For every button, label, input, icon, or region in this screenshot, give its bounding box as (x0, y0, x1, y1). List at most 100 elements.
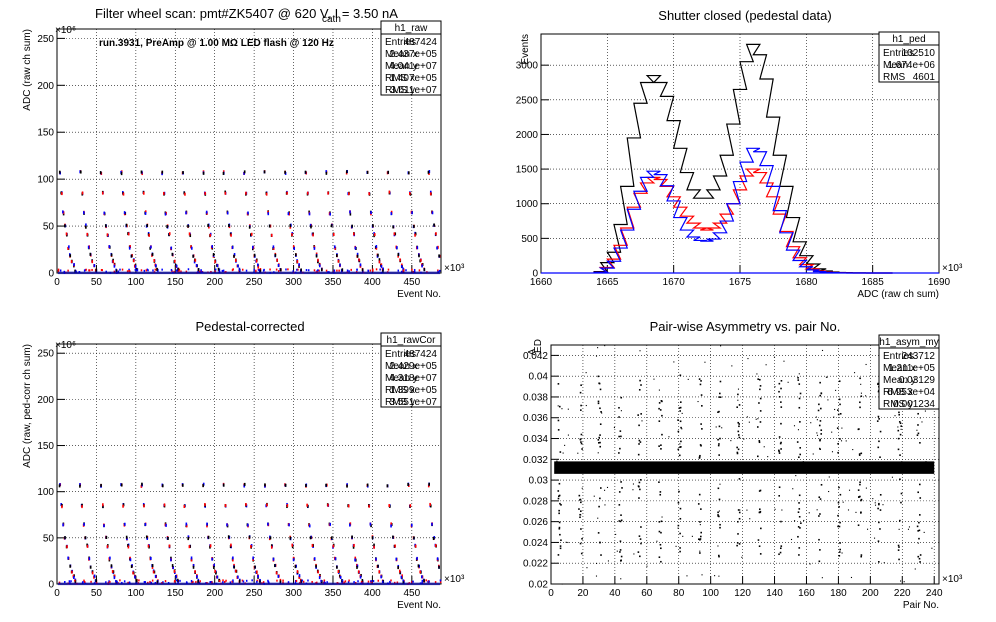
scatter-point (232, 556, 234, 560)
scatter-point (74, 579, 76, 582)
scatter-point (431, 211, 434, 215)
scatter-point (264, 483, 266, 487)
stats-value: 4.318e+07 (389, 373, 437, 384)
scatter-point (847, 509, 850, 511)
scatter-point (375, 557, 377, 561)
scatter-point (396, 246, 398, 250)
scatter-point (165, 523, 167, 527)
y-tick-label: 50 (43, 533, 55, 544)
title-subscript: cath (322, 14, 341, 25)
scatter-point (68, 245, 70, 249)
scatter-point (252, 558, 254, 562)
scatter-point (779, 547, 782, 550)
scatter-point (333, 270, 335, 273)
scatter-point (865, 487, 867, 489)
scatter-point (185, 524, 188, 528)
scatter-point (721, 427, 723, 429)
scatter-point (717, 444, 720, 447)
y-axis-label: ADC (raw, ped-corr ch sum) (22, 344, 33, 468)
scatter-point (579, 542, 582, 545)
scatter-point (110, 253, 113, 257)
scatter-point (317, 570, 319, 574)
scatter-point (190, 579, 193, 582)
scatter-point (879, 493, 882, 496)
scatter-point (918, 483, 921, 486)
scatter-point (187, 535, 190, 539)
scatter-point (637, 453, 640, 456)
scatter-point (699, 383, 702, 386)
scatter-point (820, 483, 823, 486)
scatter-point (758, 545, 761, 548)
scatter-point (262, 581, 265, 584)
scatter-point (799, 421, 801, 423)
y-tick-label: 250 (37, 349, 54, 360)
baseline-band (58, 582, 440, 586)
scatter-point (919, 561, 921, 563)
scatter-point (780, 422, 782, 425)
scatter-point (245, 269, 248, 272)
scatter-point (598, 382, 600, 385)
scatter-point (282, 579, 284, 582)
scatter-point (838, 486, 840, 489)
y-tick-label: 50 (43, 222, 55, 233)
scatter-point (919, 442, 921, 444)
scatter-point (620, 578, 622, 580)
stats-value: 0.03129 (899, 375, 936, 386)
scatter-point (321, 268, 323, 272)
scatter-point (89, 252, 92, 256)
stats-label: Mean y (385, 61, 418, 72)
scatter-point (737, 393, 739, 396)
scatter-point (110, 564, 113, 568)
scatter-point (557, 405, 559, 407)
scatter-point (172, 566, 174, 570)
scatter-point (658, 389, 660, 391)
y-axis-label: A (527, 348, 538, 355)
scatter-point (369, 522, 372, 526)
run-annotation: run.3931, PreAmp @ 1.00 MΩ LED flash @ 1… (99, 38, 334, 49)
x-tick-label: 120 (734, 588, 751, 599)
scatter-point (291, 233, 293, 237)
scatter-point (599, 423, 602, 426)
scatter-point (719, 523, 721, 526)
plot-frame (56, 343, 442, 585)
scatter-point (315, 254, 318, 258)
scatter-point (409, 192, 411, 196)
scatter-point (859, 481, 861, 484)
scatter-point (413, 536, 415, 540)
scatter-point (418, 269, 421, 272)
x-tick-label: 350 (325, 277, 342, 288)
scatter-point (839, 412, 842, 415)
x-tick-label: 350 (325, 588, 342, 599)
scatter-point (233, 565, 236, 569)
scatter-point (253, 253, 256, 257)
scatter-point (292, 245, 295, 249)
scatter-point (598, 505, 600, 508)
scatter-point (164, 212, 167, 216)
y-tick-label: 0.024 (523, 538, 548, 549)
scatter-point (91, 268, 93, 271)
scatter-point (354, 558, 356, 562)
scatter-point (800, 522, 802, 524)
stats-value: 243712 (902, 351, 936, 362)
scatter-point (900, 428, 902, 430)
scatter-point (325, 171, 328, 175)
scatter-point (423, 579, 425, 583)
stats-value: 2.437e+05 (389, 49, 437, 60)
scatter-point (145, 269, 148, 272)
scatter-point (604, 345, 606, 347)
scatter-point (306, 503, 308, 507)
scatter-point (311, 543, 314, 547)
data-points (554, 345, 935, 585)
scatter-point (619, 430, 622, 432)
stats-box-frame (878, 31, 940, 83)
scatter-point (678, 454, 681, 457)
scatter-point (736, 452, 739, 455)
scatter-point (438, 269, 441, 272)
scatter-point (275, 571, 278, 575)
scatter-point (333, 269, 336, 272)
scatter-point (413, 224, 415, 228)
scatter-point (373, 543, 375, 547)
scatter-point (143, 269, 146, 272)
scatter-point (120, 483, 123, 487)
x-tick-label: 40 (609, 588, 621, 599)
